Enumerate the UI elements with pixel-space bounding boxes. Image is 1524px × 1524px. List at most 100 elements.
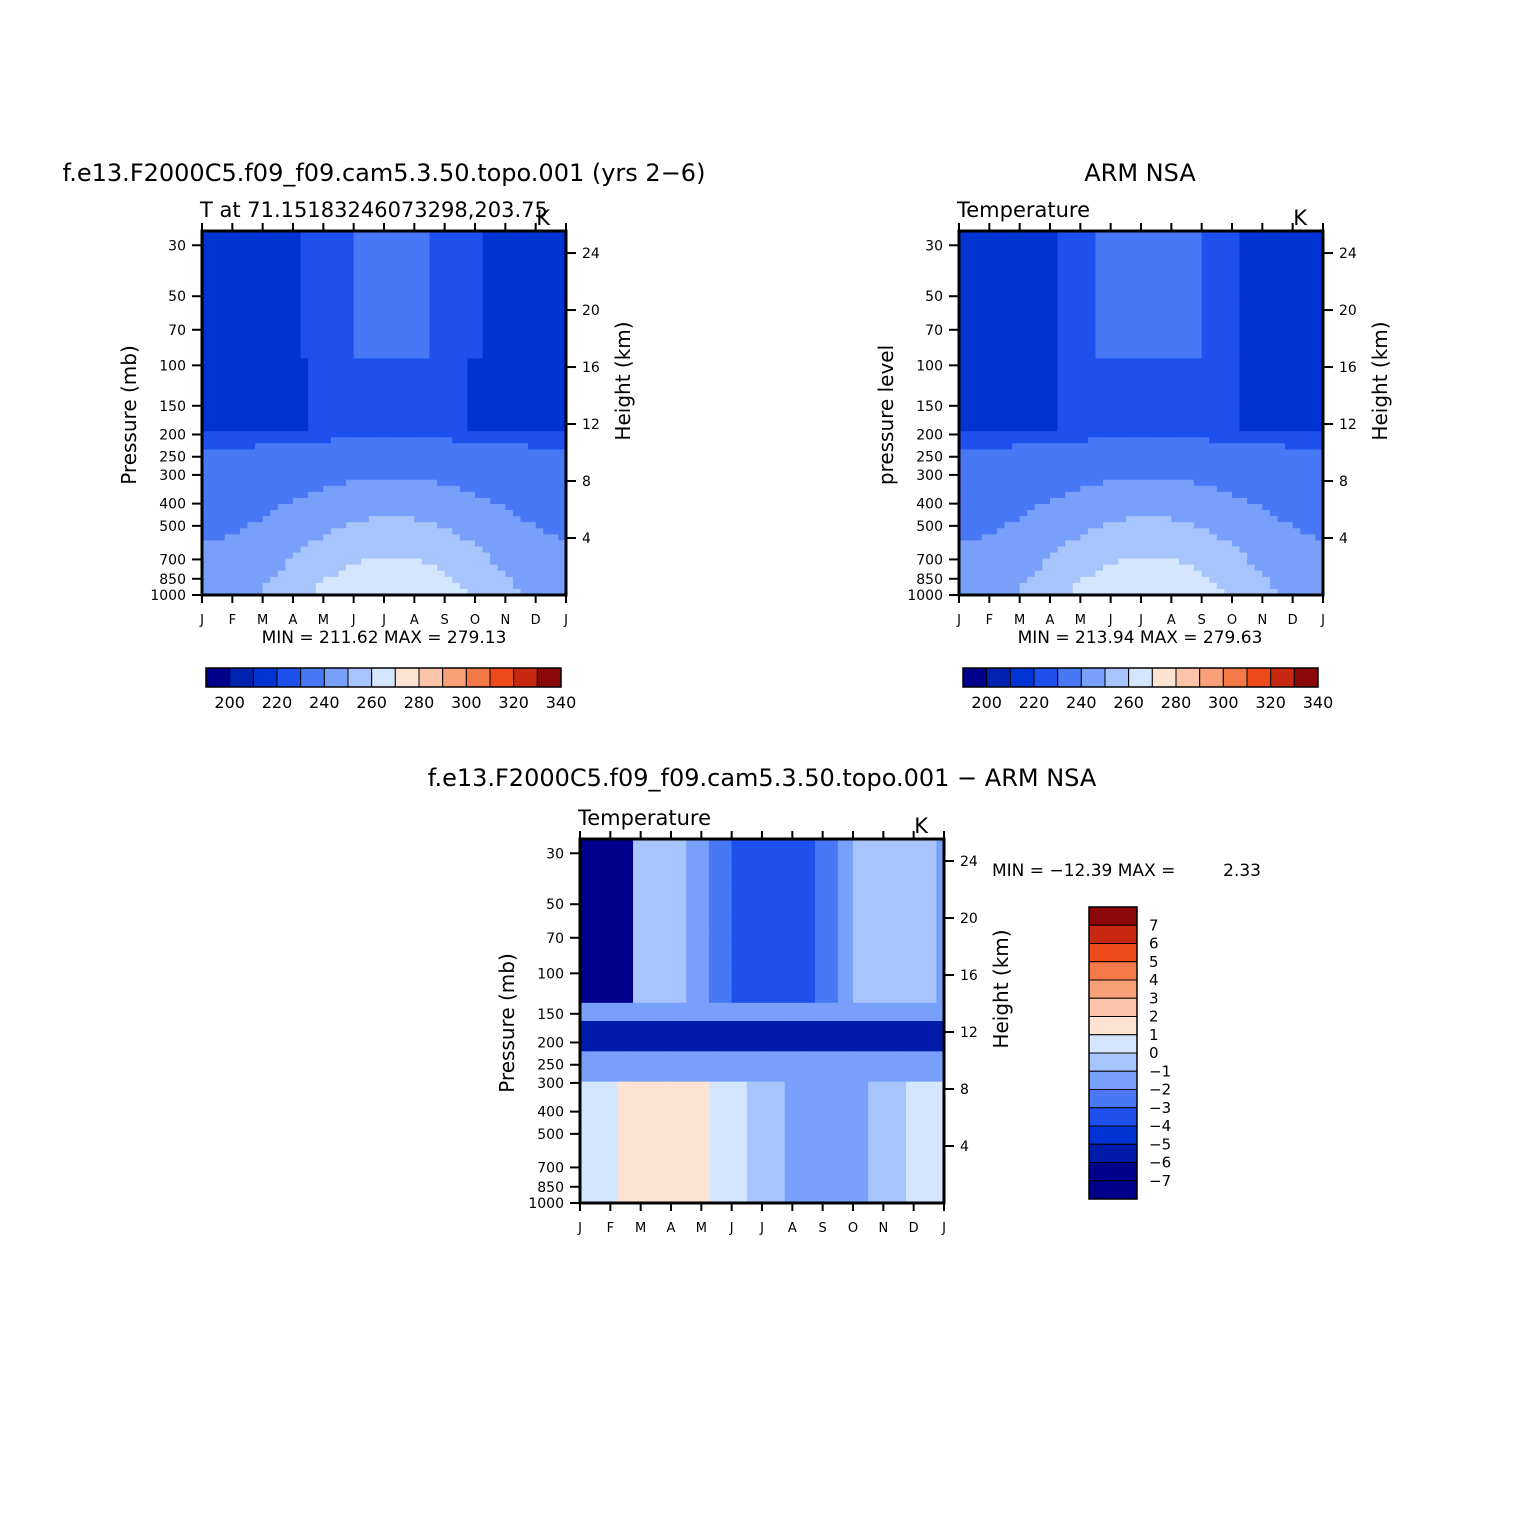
contour-cell	[1072, 473, 1081, 481]
contour-cell	[1012, 346, 1021, 353]
contour-cell	[384, 352, 393, 359]
contour-cell	[255, 297, 264, 305]
contour-cell	[1050, 303, 1059, 311]
contour-cell	[1103, 255, 1112, 262]
contour-cell	[368, 291, 378, 299]
contour-cell	[459, 388, 469, 396]
contour-cell	[1027, 261, 1036, 268]
contour-cell	[1133, 231, 1142, 238]
contour-cell	[543, 388, 552, 396]
contour-cell	[1027, 425, 1036, 432]
contour-cell	[1027, 497, 1036, 505]
contour-cell	[1057, 261, 1066, 268]
contour-cell	[1118, 582, 1127, 590]
contour-cell	[1110, 546, 1119, 554]
contour-cell	[1019, 419, 1028, 426]
contour-cell	[1027, 582, 1036, 590]
contour-cell	[1156, 328, 1165, 335]
contour-cell	[338, 334, 347, 341]
contour-cell	[217, 279, 226, 287]
contour-cell	[1194, 534, 1203, 541]
contour-cell	[1186, 449, 1195, 457]
contour-cell	[1178, 243, 1188, 250]
contour-cell	[239, 279, 249, 287]
contour-cell	[1209, 534, 1218, 541]
contour-cell	[202, 425, 211, 432]
contour-cell	[421, 261, 431, 268]
contour-cell	[520, 267, 529, 275]
contour-cell	[1209, 479, 1218, 487]
contour-cell	[308, 352, 317, 359]
contour-cell	[429, 382, 438, 390]
contour-cell	[1057, 382, 1066, 390]
contour-cell	[255, 358, 264, 366]
contour-cell	[270, 510, 279, 517]
contour-cell	[399, 528, 408, 535]
contour-cell	[368, 352, 378, 359]
contour-cell	[399, 419, 408, 426]
contour-cell	[1141, 297, 1150, 305]
contour-cell	[1156, 564, 1165, 572]
contour-cell	[1065, 334, 1074, 341]
contour-cell	[467, 516, 476, 523]
contour-cell	[399, 334, 408, 341]
contour-cell	[1034, 552, 1044, 560]
contour-cell	[1019, 479, 1028, 487]
contour-cell	[376, 491, 385, 499]
contour-cell	[1004, 261, 1013, 268]
contour-cell	[535, 255, 544, 262]
contour-cell	[444, 546, 453, 554]
contour-cell	[989, 291, 998, 299]
contour-cell	[966, 303, 975, 311]
contour-cell	[293, 588, 302, 596]
contour-cell	[239, 322, 249, 329]
contour-cell	[270, 491, 279, 499]
contour-cell	[459, 255, 469, 262]
contour-cell	[346, 473, 355, 481]
contour-cell	[1080, 510, 1089, 517]
contour-cell	[1156, 340, 1165, 347]
contour-cell	[959, 485, 968, 493]
contour-cell	[1194, 322, 1203, 329]
contour-cell	[1057, 364, 1066, 372]
contour-cell	[1057, 388, 1066, 396]
contour-cell	[528, 558, 537, 566]
contour-cell	[974, 340, 983, 347]
contour-cell	[300, 334, 309, 341]
contour-cell	[1087, 394, 1097, 402]
contour-cell	[1072, 479, 1081, 487]
contour-cell	[452, 267, 461, 275]
contour-cell	[550, 273, 560, 281]
contour-cell	[1034, 279, 1044, 287]
contour-cell	[543, 322, 552, 329]
contour-cell	[399, 497, 408, 505]
contour-cell	[505, 431, 514, 438]
contour-cell	[1209, 467, 1218, 475]
contour-cell	[293, 431, 302, 438]
contour-cell	[270, 273, 279, 281]
contour-cell	[262, 546, 271, 554]
contour-cell	[270, 255, 279, 262]
contour-cell	[293, 328, 302, 335]
contour-cell	[1178, 370, 1188, 378]
contour-cell	[482, 461, 491, 469]
contour-cell	[497, 273, 506, 281]
contour-cell	[361, 588, 370, 596]
x-tick-label: J	[563, 613, 568, 628]
contour-cell	[1186, 516, 1195, 523]
contour-cell	[512, 285, 522, 293]
contour-cell	[239, 522, 249, 529]
contour-cell	[1042, 485, 1051, 493]
contour-cell	[330, 552, 340, 560]
contour-cell	[1095, 394, 1104, 402]
contour-cell	[406, 382, 415, 390]
contour-cell	[1057, 394, 1066, 402]
contour-cell	[1178, 285, 1188, 293]
contour-cell	[1087, 552, 1097, 560]
contour-cell	[543, 431, 552, 438]
contour-cell	[550, 231, 560, 238]
contour-cell	[376, 437, 385, 444]
contour-cell	[558, 400, 567, 408]
contour-cell	[270, 376, 279, 384]
contour-cell	[974, 358, 983, 366]
